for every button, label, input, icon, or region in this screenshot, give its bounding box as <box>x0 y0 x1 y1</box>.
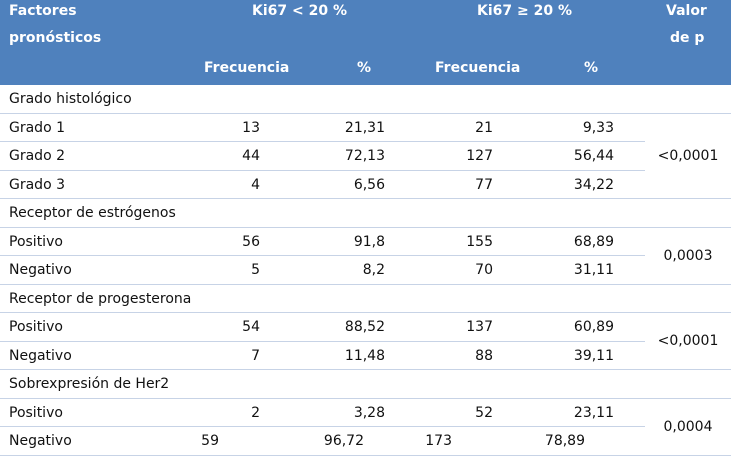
row-label: Positivo <box>9 233 63 250</box>
table-row: Grado 2 44 72,13 127 56,44 <box>0 142 731 171</box>
header-frecuencia-low: Frecuencia <box>204 60 290 76</box>
table-row: Receptor de progesterona <box>0 284 731 313</box>
p-value-cell: 0,0003 <box>645 227 731 284</box>
section-heading: Sobrexpresión de Her2 <box>9 376 170 392</box>
table-row: Negativo 5 8,2 70 31,11 <box>0 256 731 285</box>
percent-cell: 9,33 <box>582 119 614 136</box>
frequency-cell: 155 <box>466 233 493 250</box>
header-valor-line2: de p <box>670 30 705 46</box>
header-frecuencia-high: Frecuencia <box>435 60 521 76</box>
frequency-cell: 173 <box>425 433 452 449</box>
row-label: Negativo <box>9 347 72 364</box>
percent-cell: 96,72 <box>323 433 364 449</box>
frequency-cell: 137 <box>466 319 493 335</box>
header-pct-high: % <box>584 60 599 76</box>
table-row: Positivo 56 91,8 155 68,89 <box>0 227 731 256</box>
table-row: Receptor de estrógenos <box>0 199 731 228</box>
header-valor-line1: Valor <box>666 3 707 19</box>
frequency-cell: 127 <box>466 148 493 164</box>
table-header: Factores pronósticos Ki67 < 20 % Ki67 ≥ … <box>0 0 731 85</box>
table-row: Negativo 59 96,72 173 78,89 <box>0 427 731 456</box>
header-factores-line2: pronósticos <box>9 30 102 46</box>
percent-cell: 23,11 <box>573 404 614 421</box>
percent-cell: 39,11 <box>573 347 614 364</box>
frequency-cell: 21 <box>475 119 493 136</box>
frequency-cell: 4 <box>251 176 260 193</box>
header-factores-line1: Factores <box>9 3 77 19</box>
row-label: Positivo <box>9 319 63 335</box>
frequency-cell: 52 <box>475 404 493 421</box>
header-pct-low: % <box>357 60 372 76</box>
percent-cell: 88,52 <box>344 319 385 335</box>
frequency-cell: 13 <box>242 119 260 136</box>
percent-cell: 31,11 <box>573 262 614 278</box>
percent-cell: 60,89 <box>573 319 614 335</box>
data-table: Factores pronósticos Ki67 < 20 % Ki67 ≥ … <box>0 0 731 456</box>
p-value-cell: <0,0001 <box>645 313 731 369</box>
table-row: Negativo 7 11,48 88 39,11 <box>0 341 731 370</box>
frequency-cell: 88 <box>475 347 493 364</box>
frequency-cell: 7 <box>251 347 260 364</box>
table-row: Positivo 2 3,28 52 23,11 <box>0 398 731 427</box>
row-label: Grado 3 <box>9 176 65 193</box>
row-label: Negativo <box>9 262 72 278</box>
section-heading: Receptor de progesterona <box>9 290 192 307</box>
table-row: Grado 1 13 21,31 21 9,33 <box>0 113 731 142</box>
table-body: Grado histológico Grado 1 13 21,31 21 9,33 Gra… <box>0 85 731 456</box>
percent-cell: 11,48 <box>344 347 385 364</box>
table-row: Positivo 54 88,52 137 60,89 <box>0 313 731 342</box>
frequency-cell: 5 <box>251 262 260 278</box>
row-label: Positivo <box>9 404 63 421</box>
percent-cell: 34,22 <box>573 176 614 193</box>
header-ki67-low: Ki67 < 20 % <box>252 3 347 19</box>
p-value-cell: <0,0001 <box>645 113 731 198</box>
percent-cell: 91,8 <box>353 233 385 250</box>
frequency-cell: 2 <box>251 404 260 421</box>
percent-cell: 3,28 <box>353 404 385 421</box>
table-row: Grado 3 4 6,56 77 34,22 <box>0 170 731 199</box>
header-ki67-high: Ki67 ≥ 20 % <box>477 3 572 19</box>
row-label: Negativo <box>9 433 72 449</box>
section-heading: Grado histológico <box>9 91 132 107</box>
section-heading: Receptor de estrógenos <box>9 205 176 221</box>
table-row: Grado histológico <box>0 85 731 114</box>
row-label: Grado 1 <box>9 119 65 136</box>
frequency-cell: 54 <box>242 319 260 335</box>
table-row: Sobrexpresión de Her2 <box>0 370 731 399</box>
frequency-cell: 70 <box>475 262 493 278</box>
percent-cell: 72,13 <box>344 148 385 164</box>
percent-cell: 68,89 <box>573 233 614 250</box>
frequency-cell: 77 <box>475 176 493 193</box>
percent-cell: 56,44 <box>573 148 614 164</box>
frequency-cell: 59 <box>201 433 219 449</box>
percent-cell: 6,56 <box>353 176 385 193</box>
p-value-cell: 0,0004 <box>645 398 731 455</box>
frequency-cell: 56 <box>242 233 260 250</box>
percent-cell: 78,89 <box>544 433 585 449</box>
percent-cell: 21,31 <box>344 119 385 136</box>
frequency-cell: 44 <box>242 148 260 164</box>
row-label: Grado 2 <box>9 148 65 164</box>
percent-cell: 8,2 <box>362 262 385 278</box>
